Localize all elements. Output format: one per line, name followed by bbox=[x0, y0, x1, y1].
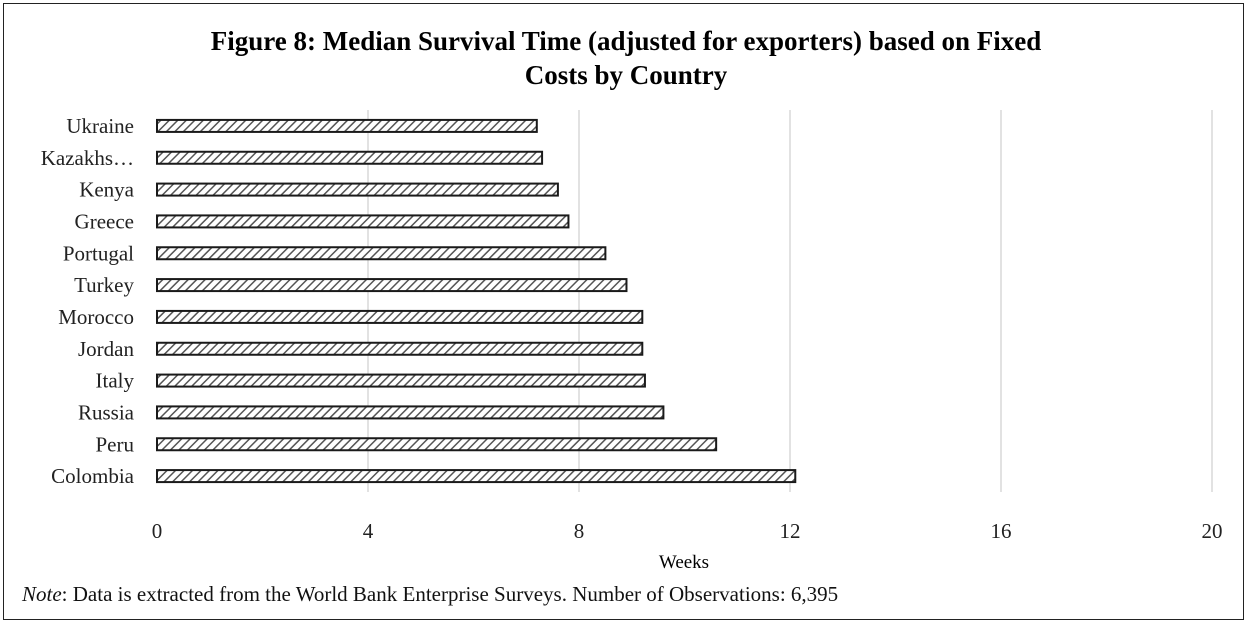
chart-title-line-1: Figure 8: Median Survival Time (adjusted… bbox=[211, 26, 1042, 56]
category-labels: Ukraine Kazakhs… Kenya Greece Portugal Turkey… bbox=[41, 114, 135, 488]
category-label-russia: Russia bbox=[78, 400, 135, 424]
bar-kenya bbox=[156, 182, 559, 197]
category-label-jordan: Jordan bbox=[78, 337, 134, 361]
bars bbox=[156, 118, 797, 484]
category-label-kenya: Kenya bbox=[79, 178, 134, 202]
bar-morocco bbox=[156, 309, 644, 324]
x-tick-label-4: 4 bbox=[363, 519, 374, 543]
bar-portugal bbox=[156, 246, 607, 261]
category-label-morocco: Morocco bbox=[58, 305, 134, 329]
bar-jordan bbox=[156, 341, 644, 356]
bar-turkey bbox=[156, 278, 628, 293]
note-text: : Data is extracted from the World Bank … bbox=[61, 582, 839, 606]
bar-russia bbox=[156, 405, 665, 420]
note-label: Note bbox=[22, 582, 62, 606]
bar-colombia bbox=[156, 469, 797, 484]
category-label-italy: Italy bbox=[96, 369, 135, 393]
category-label-turkey: Turkey bbox=[74, 273, 134, 297]
category-label-peru: Peru bbox=[96, 432, 135, 456]
x-tick-label-0: 0 bbox=[152, 519, 163, 543]
bar-ukraine bbox=[156, 118, 538, 133]
category-label-ukraine: Ukraine bbox=[66, 114, 134, 138]
x-axis-title: Weeks bbox=[659, 552, 709, 573]
category-label-kazakhs: Kazakhs… bbox=[41, 146, 134, 170]
bar-italy bbox=[156, 373, 646, 388]
x-tick-label-20: 20 bbox=[1202, 519, 1223, 543]
category-label-greece: Greece bbox=[75, 209, 134, 233]
x-tick-label-12: 12 bbox=[780, 519, 801, 543]
gridlines bbox=[367, 110, 1213, 492]
bar-greece bbox=[156, 214, 570, 229]
figure-frame bbox=[3, 3, 1244, 620]
bar-peru bbox=[156, 437, 718, 452]
x-tick-label-8: 8 bbox=[574, 519, 585, 543]
chart-title-line-2: Costs by Country bbox=[525, 60, 728, 90]
category-label-colombia: Colombia bbox=[51, 464, 135, 488]
x-tick-labels: 0 4 8 12 16 20 bbox=[152, 519, 1223, 543]
bar-kazakhs bbox=[156, 150, 544, 165]
bar-chart: Figure 8: Median Survival Time (adjusted… bbox=[41, 26, 1223, 573]
source-note: Note: Data is extracted from the World B… bbox=[22, 582, 838, 607]
category-label-portugal: Portugal bbox=[63, 241, 134, 265]
x-tick-label-16: 16 bbox=[991, 519, 1012, 543]
